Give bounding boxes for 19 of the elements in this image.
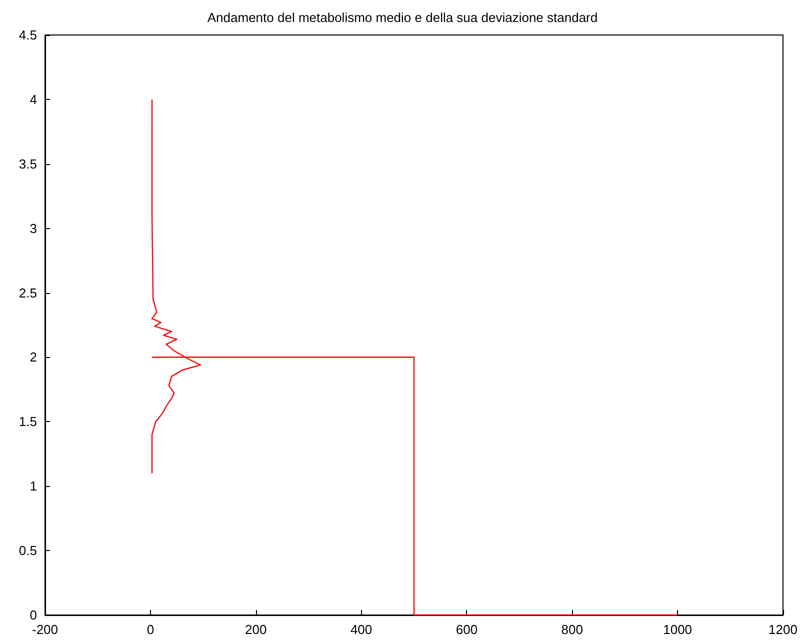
x-tick-label: 600 [456,622,478,637]
y-tick-label: 2.5 [18,285,37,300]
y-tick-label: 4 [30,92,37,107]
x-tick-label: 1000 [663,622,692,637]
y-tick-label: 3.5 [18,156,37,172]
y-tick-label: 1 [30,478,37,494]
x-tick-label: 200 [245,622,267,637]
x-tick-label: 0 [146,622,154,637]
y-tick-label: 3 [30,220,37,236]
x-tick-label: 800 [561,622,583,637]
y-tick-label: 0 [30,608,37,622]
y-tick-label: 4.5 [18,28,37,42]
x-tick-label: -200 [32,622,58,637]
x-tick-label: 1200 [768,622,798,637]
y-tick-label: 2 [30,350,37,365]
x-tick-label: 400 [350,622,372,637]
y-tick-label: 1.5 [18,414,37,430]
chart-title: Andamento del metabolismo medio e della sua deviazione standard [207,10,598,25]
y-tick-label: 0.5 [18,543,37,558]
